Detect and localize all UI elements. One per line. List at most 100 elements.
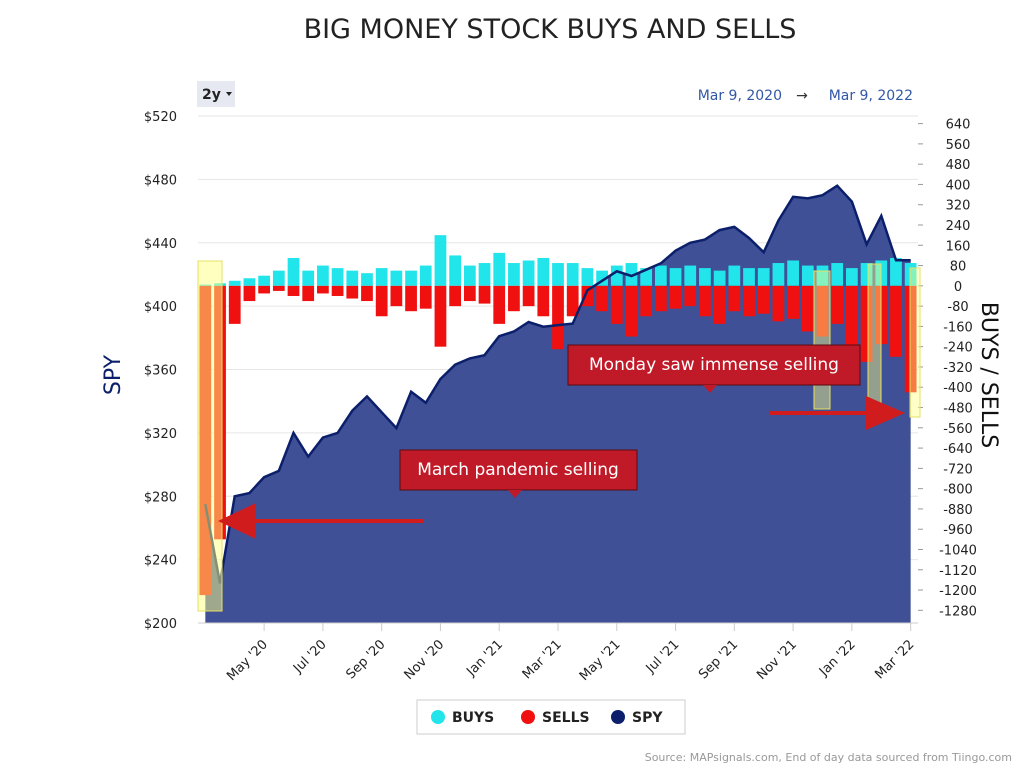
dropdown-caret — [226, 92, 232, 96]
bar — [375, 268, 388, 286]
legend-box — [416, 699, 686, 735]
y2-tick-label: -960 — [943, 523, 973, 538]
bar — [669, 268, 682, 286]
x-tick-label: Jul '20 — [290, 637, 330, 677]
annotation: Monday saw immense selling — [589, 355, 839, 375]
bar — [581, 268, 594, 286]
legend-label[interactable]: SELLS — [542, 710, 590, 726]
x-tick-label: Jan '22 — [816, 637, 859, 680]
x-tick-label: May '21 — [577, 637, 624, 684]
bar — [493, 252, 506, 286]
bar — [640, 285, 653, 317]
y2-tick-label: -480 — [943, 402, 973, 417]
bar — [508, 285, 520, 312]
bar — [522, 260, 535, 286]
bar — [346, 285, 359, 299]
y-axis-title: SPY — [101, 354, 126, 395]
y2-tick-label: 400 — [946, 178, 971, 193]
y2-tick-label: 240 — [946, 219, 971, 234]
y2-tick-label: 480 — [946, 158, 971, 173]
bar — [419, 285, 432, 309]
callout-pointer — [703, 385, 717, 393]
bar — [552, 263, 564, 286]
bar — [449, 285, 462, 307]
annotation: March pandemic selling — [417, 460, 619, 480]
bar — [610, 285, 623, 324]
bar — [287, 257, 300, 286]
bar — [713, 270, 726, 286]
y2-tick-label: 640 — [946, 118, 971, 133]
y2-tick-label: 320 — [946, 199, 971, 214]
y2-tick-label: -800 — [943, 483, 973, 498]
legend-marker[interactable] — [521, 710, 535, 724]
date-from[interactable]: Mar 9, 2020 — [698, 88, 782, 104]
plot-area: $200 $240 $280 $320 $360 $400 $440 $480 $520 -128… — [144, 110, 977, 684]
y-tick-label: $360 — [144, 364, 177, 379]
bar — [787, 285, 799, 319]
bar — [846, 285, 858, 352]
bar — [272, 285, 285, 291]
bar — [684, 265, 697, 286]
x-tick-label: Jul '21 — [643, 637, 683, 677]
bar — [331, 285, 344, 296]
bar — [493, 285, 506, 324]
y2-tick-label: -560 — [943, 422, 973, 437]
bar — [522, 285, 535, 307]
y2-tick-label: -320 — [943, 361, 973, 376]
bar — [625, 263, 638, 286]
bar — [243, 285, 256, 302]
legend-marker[interactable] — [431, 710, 445, 724]
legend-label[interactable]: SPY — [632, 710, 663, 726]
bar — [654, 265, 667, 286]
bar — [375, 285, 388, 317]
bar — [904, 285, 917, 393]
bar — [625, 285, 638, 337]
bar — [904, 263, 917, 286]
y2-tick-label: -640 — [943, 442, 973, 457]
bar — [669, 285, 682, 309]
bar — [346, 270, 359, 286]
y-tick-label: $520 — [144, 110, 177, 125]
bar — [757, 268, 770, 286]
arrow-head — [866, 396, 905, 430]
chart-title: BIG MONEY STOCK BUYS AND SELLS — [304, 14, 797, 45]
bar — [772, 263, 785, 286]
bar — [302, 270, 315, 286]
y2-tick-label: 560 — [946, 138, 971, 153]
bar — [287, 285, 300, 296]
bar — [890, 257, 902, 286]
y2-tick-label: -1040 — [939, 543, 977, 558]
bar — [743, 268, 755, 286]
highlight-box — [867, 263, 882, 408]
y2-tick-label: -1200 — [939, 584, 977, 599]
bar — [831, 285, 844, 324]
date-to[interactable]: Mar 9, 2022 — [829, 88, 913, 104]
date-arrow: → — [796, 88, 808, 104]
bar — [390, 270, 403, 286]
y2-tick-label: -1280 — [939, 604, 977, 619]
bar — [243, 278, 256, 286]
y-tick-label: $400 — [144, 300, 177, 315]
bar — [361, 273, 373, 286]
spy-area — [205, 185, 911, 623]
range-button[interactable]: 2y — [202, 87, 221, 103]
y2-tick-label: 160 — [946, 239, 971, 254]
y2-tick-label: -240 — [943, 341, 973, 356]
bar — [640, 268, 653, 286]
bar — [831, 263, 844, 286]
bar — [228, 280, 241, 286]
bar — [684, 285, 697, 307]
x-tick-label: Nov '20 — [402, 637, 448, 683]
callout-pointer — [508, 490, 522, 498]
legend-marker[interactable] — [611, 710, 625, 724]
bar — [478, 285, 491, 304]
bar — [478, 263, 491, 286]
legend-label[interactable]: BUYS — [452, 710, 494, 726]
bar — [537, 285, 550, 317]
callout — [567, 344, 861, 386]
bar — [566, 263, 579, 286]
y2-tick-label: -1120 — [939, 564, 977, 579]
bar — [449, 255, 462, 286]
spy-line — [204, 184, 911, 584]
